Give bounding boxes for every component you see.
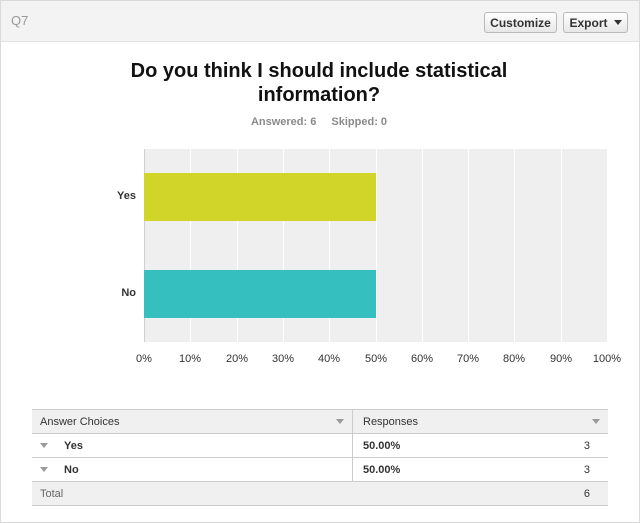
category-label: Yes xyxy=(117,190,136,202)
total-cell: 6 xyxy=(352,482,608,505)
question-title: Do you think I should include statistica… xyxy=(130,60,508,106)
gridline xyxy=(283,149,284,342)
answer-choice-cell: Yes xyxy=(32,434,352,457)
y-axis-line xyxy=(144,149,145,342)
gridline xyxy=(468,149,469,342)
expand-caret-icon[interactable] xyxy=(40,467,48,472)
gridline xyxy=(514,149,515,342)
x-tick-label: 60% xyxy=(410,353,434,365)
answer-choice-label: No xyxy=(64,463,79,476)
response-percent: 50.00% xyxy=(363,439,401,452)
x-tick-label: 50% xyxy=(364,353,388,365)
response-percent: 50.00% xyxy=(363,463,401,476)
x-tick-label: 90% xyxy=(549,353,573,365)
total-label: Total xyxy=(40,487,64,500)
column-header-label: Responses xyxy=(363,415,419,428)
table-row: No 50.00% 3 xyxy=(32,458,608,482)
gridline xyxy=(376,149,377,342)
answer-choice-label: Yes xyxy=(64,439,83,452)
plot-area xyxy=(144,149,607,342)
gridline xyxy=(561,149,562,342)
total-count: 6 xyxy=(583,487,590,500)
response-count: 3 xyxy=(583,463,590,476)
sort-caret-icon[interactable] xyxy=(592,419,600,424)
results-table: Answer Choices Responses Yes 50.00% 3 No xyxy=(32,409,608,506)
gridline xyxy=(190,149,191,342)
column-header-responses[interactable]: Responses xyxy=(352,410,608,433)
table-total-row: Total 6 xyxy=(32,482,608,506)
gridline xyxy=(422,149,423,342)
gridline xyxy=(329,149,330,342)
bar-no[interactable] xyxy=(144,270,376,318)
x-tick-label: 40% xyxy=(317,353,341,365)
x-tick-label: 70% xyxy=(456,353,480,365)
response-cell: 50.00% 3 xyxy=(352,434,608,457)
expand-caret-icon[interactable] xyxy=(40,443,48,448)
answer-choice-cell: No xyxy=(32,458,352,481)
customize-button-label: Customize xyxy=(490,15,551,30)
table-row: Yes 50.00% 3 xyxy=(32,434,608,458)
category-label: No xyxy=(121,287,136,299)
response-stats: Answered: 6 Skipped: 0 xyxy=(1,116,637,128)
column-header-answer-choices[interactable]: Answer Choices xyxy=(32,410,352,433)
question-number: Q7 xyxy=(11,13,29,28)
column-header-label: Answer Choices xyxy=(40,415,120,428)
x-tick-label: 80% xyxy=(502,353,526,365)
x-tick-label: 10% xyxy=(178,353,202,365)
gridline xyxy=(237,149,238,342)
answered-count: Answered: 6 xyxy=(250,116,317,128)
sort-caret-icon[interactable] xyxy=(336,419,344,424)
export-button-label: Export xyxy=(569,15,608,30)
export-button[interactable]: Export xyxy=(563,12,628,33)
response-count: 3 xyxy=(583,439,590,452)
x-tick-label: 30% xyxy=(271,353,295,365)
customize-button[interactable]: Customize xyxy=(484,12,557,33)
x-tick-label: 100% xyxy=(592,353,622,365)
chevron-down-icon xyxy=(613,20,622,25)
x-tick-label: 20% xyxy=(225,353,249,365)
table-header-row: Answer Choices Responses xyxy=(32,410,608,434)
x-tick-label: 0% xyxy=(136,353,152,365)
panel-header: Q7 Customize Export xyxy=(1,1,639,42)
skipped-count: Skipped: 0 xyxy=(331,116,388,128)
bar-yes[interactable] xyxy=(144,173,376,221)
response-cell: 50.00% 3 xyxy=(352,458,608,481)
